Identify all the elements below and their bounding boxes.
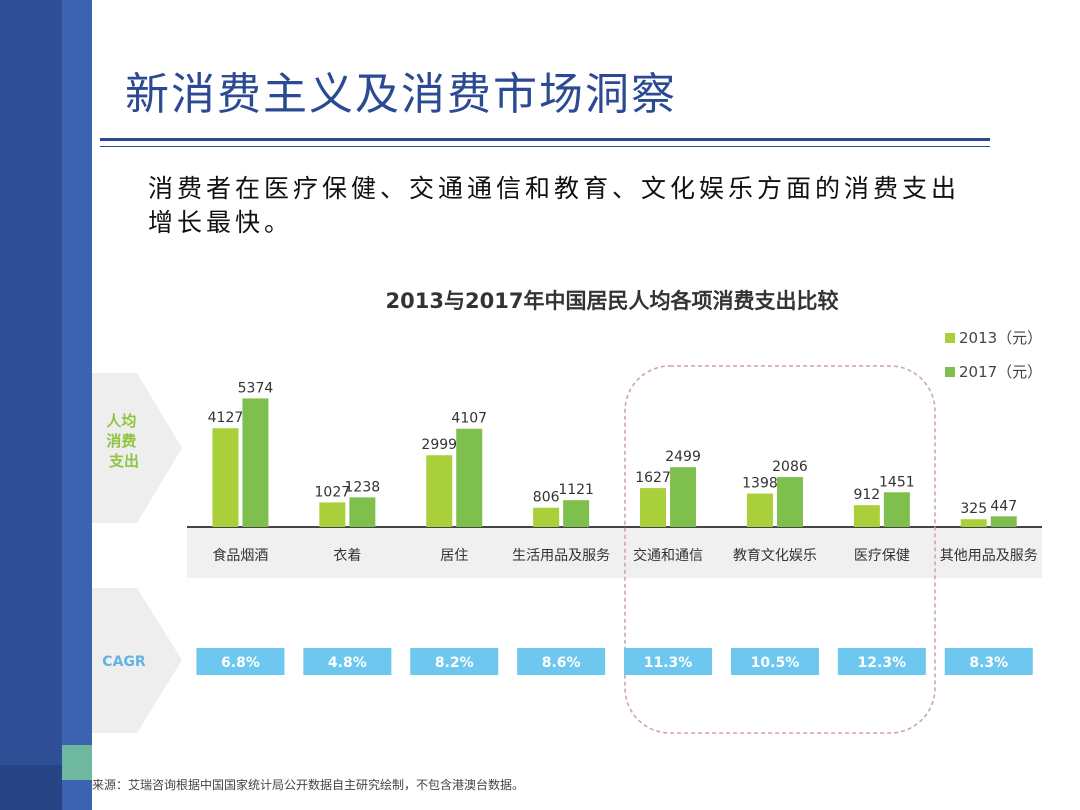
slide-title: 新消费主义及消费市场洞察 xyxy=(125,69,677,120)
value-label-2017: 4107 xyxy=(451,411,487,427)
bar-2013 xyxy=(212,428,239,527)
category-label: 衣着 xyxy=(333,548,361,564)
value-label-2013: 806 xyxy=(533,490,560,506)
value-label-2017: 1238 xyxy=(345,479,381,495)
legend-label-2013: 2013（元） xyxy=(959,329,1042,347)
value-label-2013: 1627 xyxy=(635,470,671,486)
cagr-box xyxy=(517,648,606,675)
bar-2017 xyxy=(563,500,590,527)
cagr-value: 8.3% xyxy=(969,655,1008,671)
value-label-2013: 912 xyxy=(853,487,880,503)
title-rule-thick xyxy=(100,138,990,141)
cagr-value: 8.6% xyxy=(542,655,581,671)
value-label-2017: 447 xyxy=(990,498,1017,514)
bar-2013 xyxy=(746,493,773,527)
cagr-row-arrow xyxy=(92,588,182,733)
cagr-value: 10.5% xyxy=(751,655,800,671)
row-label-spending: 人均 消费 支出 xyxy=(106,412,141,470)
cagr-value: 12.3% xyxy=(858,655,907,671)
left-decor-bar xyxy=(0,0,62,810)
category-label: 生活用品及服务 xyxy=(512,548,610,564)
value-label-2017: 2086 xyxy=(772,459,808,475)
bar-2013 xyxy=(640,488,667,527)
cagr-value: 4.8% xyxy=(328,655,367,671)
value-label-2017: 1121 xyxy=(558,482,594,498)
category-label: 教育文化娱乐 xyxy=(733,548,817,564)
bar-2017 xyxy=(990,516,1017,527)
highlight-box xyxy=(624,365,936,734)
category-label: 居住 xyxy=(440,548,468,564)
left-decor-block xyxy=(0,765,62,810)
bar-2013 xyxy=(853,505,880,527)
left-decor-bar-inner xyxy=(62,0,92,810)
cagr-box xyxy=(624,648,713,675)
left-decor-accent xyxy=(62,745,92,780)
cagr-box xyxy=(730,648,819,675)
bar-2013 xyxy=(426,455,453,527)
bar-2017 xyxy=(349,497,376,527)
value-label-2013: 2999 xyxy=(421,437,457,453)
value-label-2017: 5374 xyxy=(238,380,274,396)
title-rule-thin xyxy=(100,146,990,147)
spending-row-arrow xyxy=(92,373,182,523)
category-label: 食品烟酒 xyxy=(212,547,268,564)
slide-subtitle: 消费者在医疗保健、交通通信和教育、文化娱乐方面的消费支出增长最快。 xyxy=(148,174,961,237)
bar-2017 xyxy=(242,398,269,527)
cagr-box xyxy=(837,648,926,675)
chart-title: 2013与2017年中国居民人均各项消费支出比较 xyxy=(386,289,839,313)
bar-2017 xyxy=(456,428,483,527)
cagr-box xyxy=(944,648,1033,675)
value-label-2013: 1398 xyxy=(742,476,778,492)
bar-2013 xyxy=(319,502,346,527)
cagr-value: 8.2% xyxy=(435,655,474,671)
cagr-value: 6.8% xyxy=(221,655,260,671)
bar-2017 xyxy=(883,492,910,527)
bar-2013 xyxy=(960,519,987,527)
cagr-value: 11.3% xyxy=(644,655,693,671)
bar-2013 xyxy=(533,507,560,527)
category-band xyxy=(187,528,1042,578)
row-label-cagr: CAGR xyxy=(102,654,146,670)
bar-2017 xyxy=(776,477,803,527)
value-label-2013: 4127 xyxy=(208,410,244,426)
legend-swatch-2013 xyxy=(945,333,955,343)
spending-chart: 2013与2017年中国居民人均各项消费支出比较 人均 消费 支出 CAGR 2… xyxy=(92,278,1080,778)
value-label-2017: 2499 xyxy=(665,449,701,465)
legend-swatch-2017 xyxy=(945,367,955,377)
cagr-box xyxy=(410,648,499,675)
category-label: 医疗保健 xyxy=(854,548,910,564)
cagr-box xyxy=(303,648,392,675)
value-label-2013: 1027 xyxy=(315,484,351,500)
bar-2017 xyxy=(670,467,697,527)
cagr-box xyxy=(196,648,285,675)
category-label: 其他用品及服务 xyxy=(940,548,1038,564)
value-label-2013: 325 xyxy=(960,501,987,517)
legend-label-2017: 2017（元） xyxy=(959,363,1042,381)
value-label-2017: 1451 xyxy=(879,474,915,490)
source-note: 来源：艾瑞咨询根据中国国家统计局公开数据自主研究绘制，不包含港澳台数据。 xyxy=(92,778,525,792)
category-label: 交通和通信 xyxy=(633,547,703,564)
